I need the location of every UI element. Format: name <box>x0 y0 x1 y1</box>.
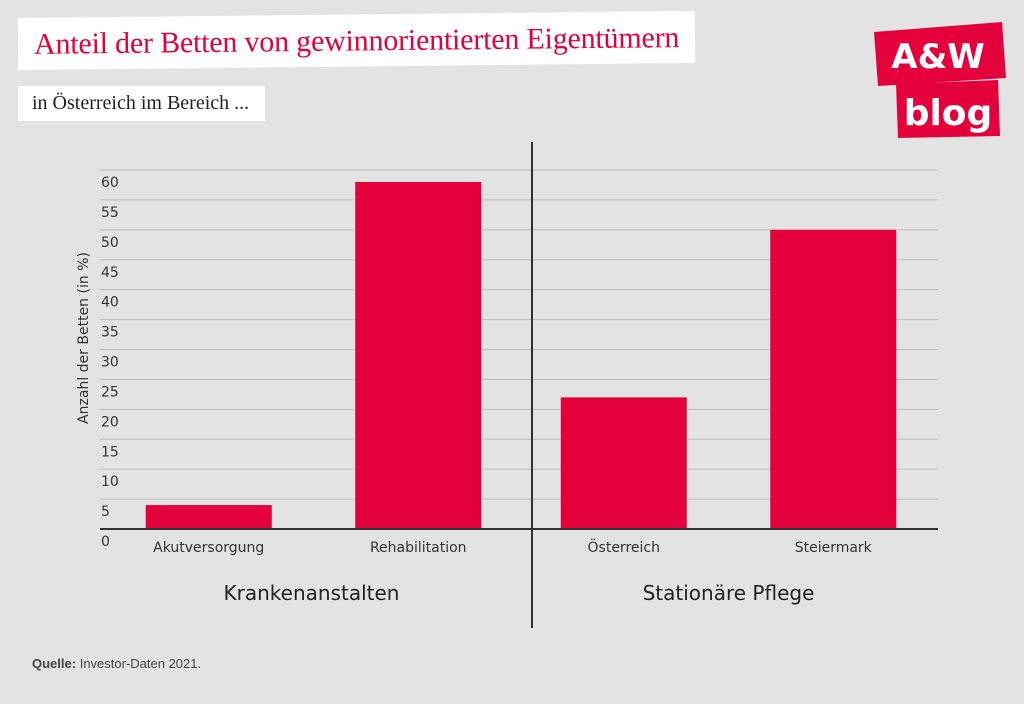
x-tick-label: Steiermark <box>795 540 873 556</box>
y-axis-label: Anzahl der Betten (in %) <box>76 252 92 424</box>
y-tick-label: 0 <box>101 534 110 550</box>
subtitle-box: in Österreich im Bereich ... <box>18 86 266 121</box>
y-tick-label: 40 <box>101 295 119 311</box>
x-tick-label: Akutversorgung <box>153 540 264 556</box>
y-tick-label: 25 <box>101 384 119 400</box>
logo-text-aw: A&W <box>891 37 984 77</box>
source-label: Quelle: <box>32 656 77 671</box>
bar <box>355 181 482 529</box>
y-tick-label: 10 <box>101 474 119 490</box>
y-tick-label: 5 <box>101 504 110 520</box>
bars <box>145 181 897 530</box>
group-label: Stationäre Pflege <box>643 581 815 605</box>
aw-blog-logo: A&W blog <box>874 22 1006 138</box>
logo-badge-bottom <box>896 80 1000 138</box>
bar <box>560 397 687 529</box>
bar <box>145 505 272 529</box>
x-tick-label: Österreich <box>588 538 660 556</box>
logo-text-blog: blog <box>904 93 993 134</box>
source-text: Investor-Daten 2021. <box>79 656 202 671</box>
logo-badge-top <box>874 22 1006 86</box>
y-tick-labels: 0 5 10 15 20 25 30 35 40 45 50 55 60 <box>101 175 119 550</box>
y-tick-label: 30 <box>101 355 119 371</box>
y-tick-label: 35 <box>101 325 119 341</box>
group-label: Krankenanstalten <box>224 581 400 605</box>
y-tick-label: 50 <box>101 235 119 251</box>
y-tick-label: 20 <box>101 414 119 430</box>
bar <box>770 229 897 530</box>
chart-subtitle: in Österreich im Bereich ... <box>32 92 250 114</box>
y-tick-label: 55 <box>101 205 119 221</box>
x-tick-labels: Akutversorgung Rehabilitation Österreich St… <box>153 538 873 556</box>
y-tick-label: 15 <box>101 444 119 460</box>
x-tick-label: Rehabilitation <box>370 540 467 556</box>
group-labels: Krankenanstalten Stationäre Pflege <box>224 581 815 605</box>
y-tick-label: 45 <box>101 265 119 281</box>
source-note: Quelle: Investor-Daten 2021. <box>32 656 201 671</box>
y-tick-label: 60 <box>101 175 119 191</box>
